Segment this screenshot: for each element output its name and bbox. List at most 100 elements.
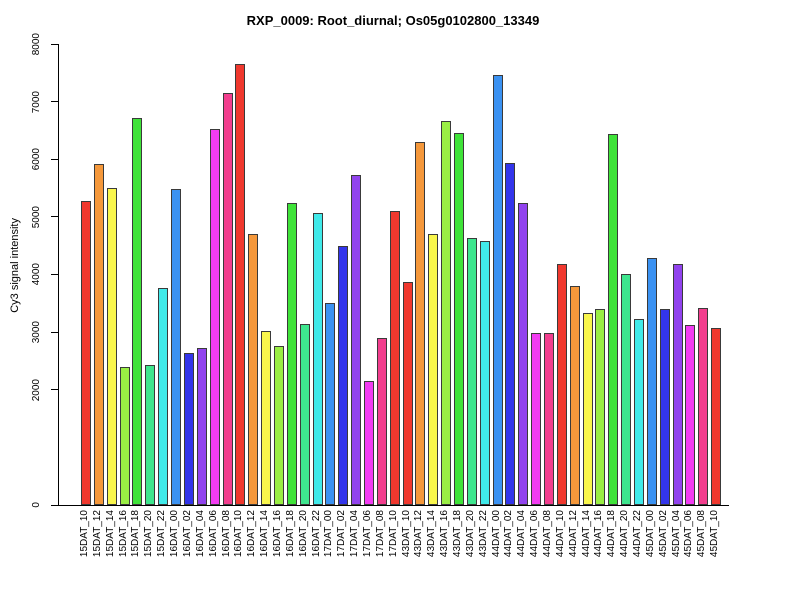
y-axis-tick-5000 [51,216,58,218]
y-axis-ticklabel-container: 8000 [28,4,46,84]
x-axis-ticklabel-16DAT_08: 16DAT_08 [220,510,232,558]
bar-15DAT_20 [145,365,156,505]
bar-17DAT_04 [351,174,362,505]
x-axis-ticklabel-17DAT_04: 17DAT_04 [349,510,361,558]
x-axis-ticklabel-43DAT_12: 43DAT_12 [413,510,425,558]
chart-title: RXP_0009: Root_diurnal; Os05g0102800_133… [246,13,540,28]
bar-15DAT_16 [119,367,130,505]
bar-43DAT_12 [415,142,426,505]
bar-45DAT_06 [685,325,696,505]
x-axis-ticklabel-15DAT_10: 15DAT_10 [79,510,90,558]
bar-16DAT_20 [299,324,310,505]
x-axis-ticklabel-43DAT_18: 43DAT_18 [451,510,463,558]
bar-45DAT_00 [646,257,657,505]
y-axis-tick-7000 [51,101,58,103]
x-axis-ticklabel-16DAT_00: 16DAT_00 [169,510,180,558]
x-axis-ticklabel-45DAT_10: 45DAT_10 [709,510,721,558]
bar-17DAT_00 [325,303,336,505]
bar-43DAT_20 [466,238,477,505]
y-axis-tick-0 [51,504,58,506]
bar-16DAT_18 [286,203,297,505]
bar-44DAT_10 [556,264,567,505]
bar-15DAT_22 [158,287,169,505]
x-axis-ticklabel-17DAT_10: 17DAT_10 [387,510,399,558]
x-axis-ticklabel-16DAT_06: 16DAT_06 [207,510,219,558]
bar-17DAT_08 [376,337,387,505]
bar-45DAT_02 [659,309,670,505]
bar-44DAT_14 [582,313,593,505]
bar-16DAT_04 [196,348,207,505]
x-axis-ticklabel-17DAT_06: 17DAT_06 [361,510,373,558]
bar-16DAT_12 [248,234,259,505]
x-axis-ticklabel-16DAT_02: 16DAT_02 [181,510,193,558]
y-axis-ticklabel-container: 0 [28,465,46,545]
x-axis-ticklabel-44DAT_18: 44DAT_18 [606,510,618,558]
x-axis-ticklabel-15DAT_22: 15DAT_22 [156,510,168,558]
y-axis-tick-2000 [51,389,58,391]
bar-43DAT_14 [428,234,439,505]
x-axis-ticklabel-45DAT_02: 45DAT_02 [657,510,669,558]
bar-45DAT_04 [672,264,683,505]
x-axis-ticklabel-15DAT_16: 15DAT_16 [117,510,129,558]
x-axis-ticklabel-16DAT_04: 16DAT_04 [194,510,206,558]
bar-17DAT_02 [338,246,349,505]
x-axis-ticklabel-44DAT_20: 44DAT_20 [619,510,631,558]
bar-44DAT_04 [518,203,529,505]
bar-16DAT_02 [183,352,194,505]
bar-16DAT_14 [261,331,271,505]
bar-16DAT_00 [171,189,181,505]
x-axis-ticklabel-45DAT_00: 45DAT_00 [644,510,656,558]
x-axis-ticklabel-17DAT_00: 17DAT_00 [323,510,335,558]
x-axis-ticklabel-44DAT_12: 44DAT_12 [567,510,579,558]
y-axis-ticklabel: 2000 [31,378,42,401]
x-axis-ticklabel-44DAT_06: 44DAT_06 [529,510,541,558]
x-axis-ticklabel-43DAT_20: 43DAT_20 [464,510,476,558]
bar-44DAT_06 [531,333,542,505]
y-axis-ticklabel: 5000 [31,205,42,228]
bar-15DAT_18 [132,118,143,505]
bar-16DAT_06 [209,129,220,505]
x-axis-ticklabel-44DAT_10: 44DAT_10 [554,510,566,558]
x-axis-ticklabel-15DAT_18: 15DAT_18 [130,510,142,558]
bar-15DAT_10 [81,201,91,505]
bar-43DAT_18 [453,133,464,505]
y-axis-label-container: Cy3 signal intensity [6,165,24,365]
x-axis-ticklabel-44DAT_22: 44DAT_22 [632,510,643,558]
y-axis-ticklabel: 0 [31,502,42,508]
x-axis-ticklabel-16DAT_20: 16DAT_20 [297,510,309,558]
bar-44DAT_20 [621,273,632,505]
x-axis-ticklabel-16DAT_12: 16DAT_12 [246,510,258,558]
bar-44DAT_22 [634,318,644,505]
bar-45DAT_10 [711,328,722,505]
y-axis-label: Cy3 signal intensity [9,217,21,313]
y-axis-ticklabel: 8000 [31,32,42,56]
bar-44DAT_08 [544,332,554,505]
x-axis-ticklabel-45DAT_04: 45DAT_04 [670,510,682,558]
x-axis-ticklabel-44DAT_00: 44DAT_00 [490,510,502,558]
x-axis-ticklabel-15DAT_14: 15DAT_14 [104,510,116,558]
x-axis-ticklabel-44DAT_04: 44DAT_04 [516,510,528,558]
y-axis-tick-6000 [51,158,58,160]
bar-15DAT_14 [106,188,117,505]
bar-44DAT_02 [505,163,516,505]
x-axis-ticklabel-15DAT_12: 15DAT_12 [91,510,103,558]
y-axis-ticklabel: 7000 [31,90,42,113]
bar-44DAT_18 [608,133,619,505]
plot-area [58,44,729,506]
x-axis-ticklabel-17DAT_08: 17DAT_08 [374,510,386,558]
x-axis-ticklabel-43DAT_10: 43DAT_10 [400,510,412,558]
bar-15DAT_12 [93,163,104,505]
bar-44DAT_00 [492,75,503,505]
x-axis-ticklabel-16DAT_22: 16DAT_22 [310,510,322,558]
x-axis-ticklabel-44DAT_08: 44DAT_08 [542,510,553,558]
y-axis-ticklabel: 6000 [31,148,42,171]
bar-43DAT_22 [479,241,490,505]
x-axis-ticklabel-44DAT_14: 44DAT_14 [580,510,592,558]
y-axis-ticklabel: 4000 [31,263,42,286]
bar-43DAT_10 [402,282,413,505]
x-axis-ticklabel-43DAT_22: 43DAT_22 [477,510,489,558]
y-axis-tick-8000 [51,43,58,45]
y-axis-ticklabel: 3000 [31,321,42,344]
bar-16DAT_10 [235,64,246,505]
